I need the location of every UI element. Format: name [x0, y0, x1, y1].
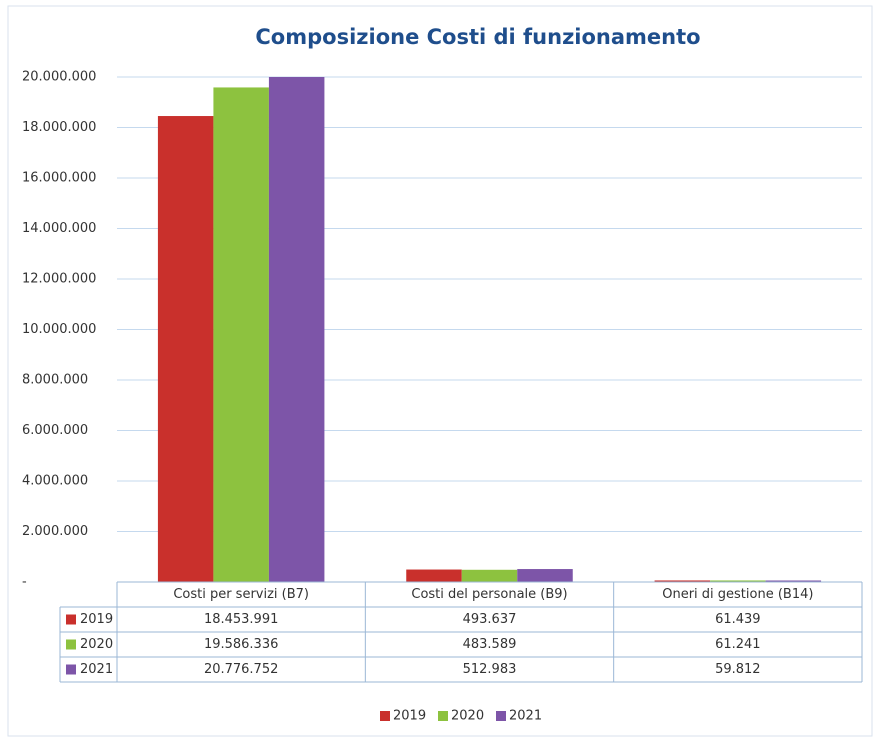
y-tick-label: 2.000.000	[22, 524, 88, 539]
legend-label: 2021	[509, 709, 542, 724]
table-legend-key	[66, 664, 76, 675]
table-cell: 20.776.752	[204, 662, 278, 677]
y-tick-label: 10.000.000	[22, 322, 96, 337]
chart-title: Composizione Costi di funzionamento	[255, 25, 700, 49]
table-cell: 483.589	[463, 637, 517, 652]
table-cell: 61.439	[715, 612, 761, 627]
y-tick-label: 8.000.000	[22, 373, 88, 388]
table-cell: 19.586.336	[204, 637, 278, 652]
table-series-name: 2021	[80, 662, 113, 677]
bar	[406, 569, 462, 582]
table-cell: 493.637	[463, 612, 517, 627]
table-series-name: 2020	[80, 637, 113, 652]
x-tick-label: Oneri di gestione (B14)	[662, 587, 813, 602]
bar	[710, 580, 766, 582]
bar	[213, 87, 269, 582]
table-legend-key	[66, 614, 76, 625]
bar	[517, 569, 573, 582]
table-cell: 512.983	[463, 662, 517, 677]
y-tick-label: 20.000.000	[22, 70, 96, 85]
x-tick-label: Costi del personale (B9)	[411, 587, 567, 602]
y-tick-label: 18.000.000	[22, 120, 96, 135]
y-tick-label: 6.000.000	[22, 423, 88, 438]
legend-key	[380, 711, 390, 721]
data-table: Costi per servizi (B7) Costi del personal…	[59, 581, 863, 683]
bar	[461, 569, 518, 582]
bar	[765, 580, 822, 582]
bar	[268, 77, 325, 582]
table-cell: 59.812	[715, 662, 761, 677]
table-cell: 61.241	[715, 637, 761, 652]
y-tick-label: 4.000.000	[22, 474, 88, 489]
chart-border	[7, 5, 873, 737]
table-cell: 18.453.991	[204, 612, 278, 627]
legend-key	[496, 711, 506, 721]
y-tick-label: 14.000.000	[22, 221, 96, 236]
plot-area	[157, 77, 822, 582]
table-series-name: 2019	[80, 612, 113, 627]
y-tick-label: 12.000.000	[22, 272, 96, 287]
x-tick-label: Costi per servizi (B7)	[173, 587, 309, 602]
table-legend-key	[66, 639, 76, 650]
legend-key	[438, 711, 448, 721]
bar	[157, 116, 214, 582]
legend: 2019 2020 2021	[380, 709, 542, 724]
bar	[654, 580, 711, 582]
legend-label: 2020	[451, 709, 484, 724]
y-tick-label: 16.000.000	[22, 171, 96, 186]
y-tick-label: -	[22, 575, 27, 590]
legend-label: 2019	[393, 709, 426, 724]
